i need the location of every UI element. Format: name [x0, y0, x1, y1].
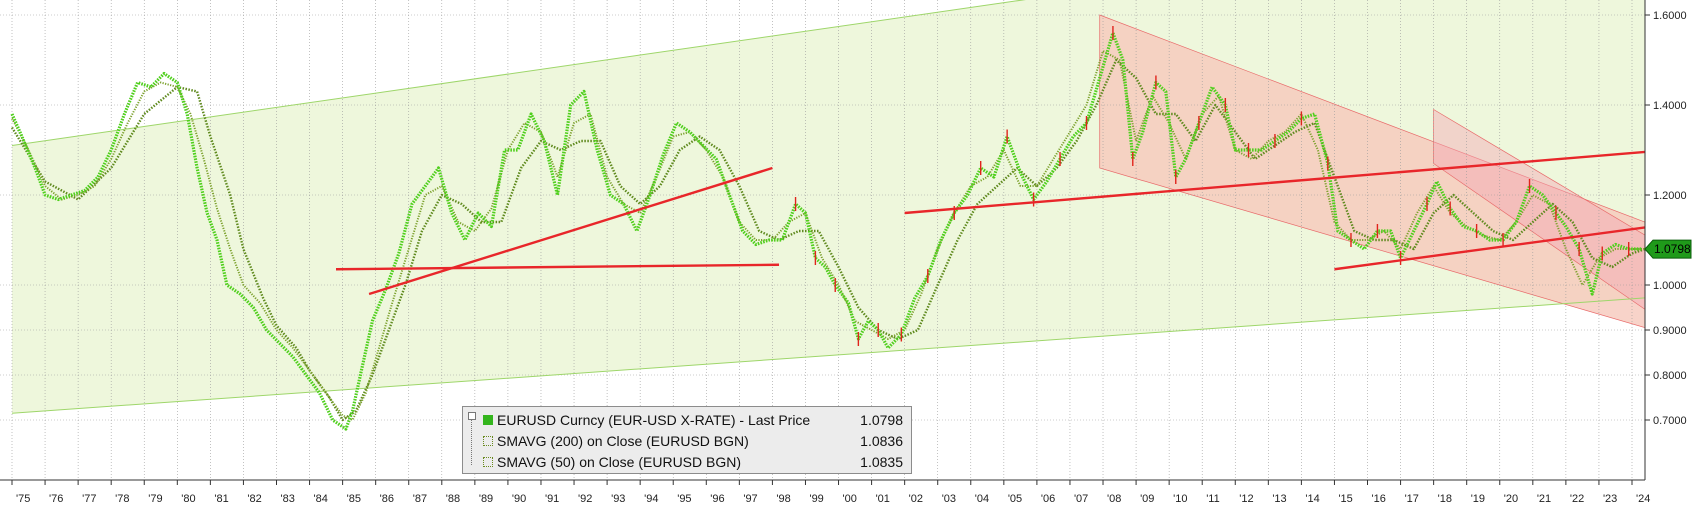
y-tick-label-1.6000: 1.6000: [1653, 10, 1687, 22]
legend-label-sma50: SMAVG (50) on Close (EURUSD BGN): [497, 454, 742, 470]
x-tick-label-'97: '97: [743, 493, 757, 505]
y-tick-label-0.7000: 0.7000: [1653, 415, 1687, 427]
x-tick-label-'18: '18: [1438, 493, 1452, 505]
x-tick-label-'05: '05: [1008, 493, 1022, 505]
x-tick-label-'19: '19: [1471, 493, 1485, 505]
channel-fills: [12, 0, 1645, 414]
gridlines: [0, 0, 1645, 480]
x-tick-label-'16: '16: [1372, 493, 1386, 505]
collapse-box-icon[interactable]: [468, 412, 476, 420]
x-tick-label-'88: '88: [446, 493, 460, 505]
series-sma50: [11, 50, 1645, 421]
x-tick-label-'11: '11: [1206, 493, 1220, 505]
x-tick-label-'15: '15: [1338, 493, 1352, 505]
channel-red-1: [1099, 14, 1645, 329]
y-tick-label-1.4000: 1.4000: [1653, 100, 1687, 112]
legend-tree-connector: [468, 412, 478, 465]
x-tick-label-'87: '87: [413, 493, 427, 505]
x-tick-label-'20: '20: [1504, 493, 1518, 505]
x-tick-label-'22: '22: [1570, 493, 1584, 505]
x-tick-label-'84: '84: [314, 493, 328, 505]
x-tick-label-'24: '24: [1636, 493, 1650, 505]
series-layer: [10, 26, 1645, 431]
legend-row-last-price: EURUSD Curncy (EUR-USD X-RATE) - Last Pr…: [463, 410, 911, 430]
last-price-badge-shape: [1644, 239, 1692, 259]
green-channel-line-0: [11, 0, 1026, 146]
x-tick-label-'07: '07: [1074, 493, 1088, 505]
y-tick-label-0.8000: 0.8000: [1653, 370, 1687, 382]
x-tick-label-'09: '09: [1140, 493, 1154, 505]
x-axis: '75 '76 '77 '78 '79 '80 '81 '82 '83 '84 '85 '86 '87 '…: [11, 480, 1650, 505]
x-tick-label-'81: '81: [214, 493, 228, 505]
x-tick-label-'79: '79: [148, 493, 162, 505]
x-tick-label-'83: '83: [280, 493, 294, 505]
x-tick-label-'91: '91: [545, 493, 559, 505]
legend-value-last-price: 1.0798: [860, 412, 903, 428]
x-tick-label-'00: '00: [843, 493, 857, 505]
legend-swatch-last-price: [483, 415, 493, 425]
green-channel-line-1: [11, 297, 1645, 414]
trendlines: [335, 150, 1645, 296]
x-tick-label-'10: '10: [1173, 493, 1187, 505]
channel-lines: [11, 0, 1645, 414]
x-tick-label-'76: '76: [49, 493, 63, 505]
x-tick-label-'06: '06: [1041, 493, 1055, 505]
x-tick-label-'99: '99: [809, 493, 823, 505]
x-tick-label-'98: '98: [776, 493, 790, 505]
x-tick-label-'12: '12: [1239, 493, 1253, 505]
x-tick-label-'21: '21: [1537, 493, 1551, 505]
chart-legend: EURUSD Curncy (EUR-USD X-RATE) - Last Pr…: [462, 406, 912, 474]
y-tick-label-0.9000: 0.9000: [1653, 325, 1687, 337]
x-tick-label-'75: '75: [16, 493, 30, 505]
x-tick-label-'80: '80: [181, 493, 195, 505]
last-price-badge: 1.0798: [1644, 239, 1692, 259]
x-tick-label-'02: '02: [909, 493, 923, 505]
legend-swatch-sma50: [483, 457, 493, 467]
x-tick-label-'14: '14: [1305, 493, 1319, 505]
last-price-badge-value: 1.0798: [1654, 242, 1691, 256]
red-trendline-3: [1334, 226, 1645, 271]
legend-value-sma200: 1.0836: [860, 433, 903, 449]
y-axis: 0.7000 0.8000 0.9000 1.0000 1.2000 1.4000 1.60…: [1645, 10, 1687, 427]
y-tick-label-1.2000: 1.2000: [1653, 190, 1687, 202]
x-tick-label-'85: '85: [347, 493, 361, 505]
x-tick-label-'86: '86: [380, 493, 394, 505]
legend-row-sma50: SMAVG (50) on Close (EURUSD BGN) 1.0835: [463, 452, 911, 472]
legend-swatch-sma200: [483, 436, 493, 446]
red-trendline-2: [904, 150, 1645, 215]
legend-row-sma200: SMAVG (200) on Close (EURUSD BGN) 1.0836: [463, 431, 911, 451]
x-tick-label-'77: '77: [82, 493, 96, 505]
legend-label-last-price: EURUSD Curncy (EUR-USD X-RATE) - Last Pr…: [497, 412, 811, 428]
x-tick-label-'93: '93: [611, 493, 625, 505]
legend-label-sma200: SMAVG (200) on Close (EURUSD BGN): [497, 433, 749, 449]
x-tick-label-'96: '96: [710, 493, 724, 505]
x-tick-label-'95: '95: [677, 493, 691, 505]
x-tick-label-'17: '17: [1405, 493, 1419, 505]
x-tick-label-'04: '04: [975, 493, 989, 505]
x-tick-label-'23: '23: [1603, 493, 1617, 505]
legend-value-sma50: 1.0835: [860, 454, 903, 470]
channel-pink-2: [1433, 108, 1645, 310]
x-tick-label-'13: '13: [1272, 493, 1286, 505]
x-tick-label-'89: '89: [479, 493, 493, 505]
y-tick-label-1.0000: 1.0000: [1653, 280, 1687, 292]
x-tick-label-'82: '82: [247, 493, 261, 505]
x-tick-label-'94: '94: [644, 493, 658, 505]
series-sma200: [10, 58, 1645, 422]
x-tick-label-'78: '78: [115, 493, 129, 505]
series-last-price: [10, 31, 1642, 431]
x-tick-label-'08: '08: [1107, 493, 1121, 505]
red-trendline-1: [368, 166, 773, 296]
x-tick-label-'01: '01: [876, 493, 890, 505]
x-tick-label-'03: '03: [942, 493, 956, 505]
red-trendline-0: [335, 263, 780, 271]
x-tick-label-'92: '92: [578, 493, 592, 505]
x-tick-label-'90: '90: [512, 493, 526, 505]
